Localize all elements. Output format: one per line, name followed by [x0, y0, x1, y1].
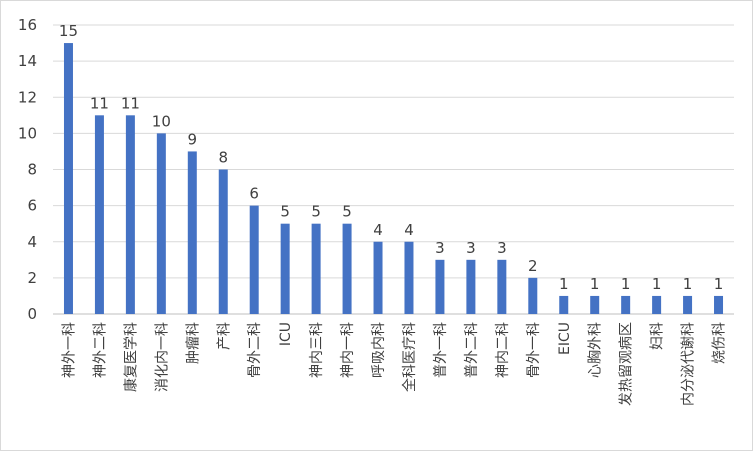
bar: [342, 223, 352, 314]
data-label: 3: [435, 239, 445, 257]
category-label: 普外二科: [464, 322, 480, 378]
bar: [404, 241, 414, 314]
data-label: 1: [714, 275, 724, 293]
data-label: 5: [342, 203, 352, 221]
data-label: 1: [683, 275, 693, 293]
bar: [156, 133, 166, 314]
data-label: 6: [249, 185, 259, 203]
bar: [249, 205, 259, 314]
y-tick-label: 0: [27, 305, 37, 323]
bar: [63, 43, 73, 314]
category-labels: 神外一科 神外二科 康复医学科 消化内一科 肿瘤科 产科 骨外二科 ICU 神内三科 神内一科 呼吸…: [61, 322, 727, 406]
bar: [621, 295, 631, 314]
bar: [373, 241, 383, 314]
category-label: 消化内一科: [154, 322, 170, 392]
category-label: 神内一科: [340, 322, 356, 378]
category-label: 全科医疗科: [401, 322, 418, 392]
y-axis-ticks: 0 2 4 6 8 10 12 14 16: [18, 16, 37, 323]
data-label: 9: [188, 130, 198, 148]
category-label: 烧伤科: [712, 322, 728, 364]
data-label: 11: [121, 94, 140, 112]
data-label: 3: [466, 239, 476, 257]
category-label: 骨外一科: [526, 322, 542, 378]
bar: [311, 223, 321, 314]
category-label: 呼吸内科: [371, 322, 387, 378]
data-label: 1: [621, 275, 631, 293]
category-label: 妇科: [649, 322, 666, 350]
category-label: 骨外二科: [247, 322, 263, 378]
bars: [63, 43, 724, 314]
bar: [559, 295, 569, 314]
data-label: 5: [280, 203, 290, 221]
data-label: 1: [559, 275, 569, 293]
bar: [683, 295, 693, 314]
data-label: 11: [90, 94, 109, 112]
category-label: 肿瘤科: [184, 322, 201, 364]
category-label: 产科: [216, 322, 232, 350]
bar: [590, 295, 600, 314]
category-label: 内分泌代谢科: [681, 322, 697, 406]
y-tick-label: 16: [18, 16, 37, 34]
category-label: 普外一科: [433, 322, 449, 378]
bar: [714, 295, 724, 314]
category-label: 神内二科: [495, 322, 511, 378]
bar: [187, 151, 197, 314]
y-tick-label: 14: [18, 52, 37, 70]
category-label: 发热留观病区: [619, 322, 635, 406]
data-label: 10: [152, 112, 171, 130]
category-label: 神外二科: [92, 322, 108, 378]
category-label: 神内三科: [309, 322, 325, 378]
data-label: 1: [652, 275, 662, 293]
bar: [125, 115, 135, 314]
data-label: 5: [311, 203, 321, 221]
data-label: 4: [373, 221, 383, 239]
bar: [466, 259, 476, 314]
category-label: 康复医学科: [122, 322, 139, 392]
bar: [497, 259, 507, 314]
bar: [652, 295, 662, 314]
y-tick-label: 4: [27, 233, 37, 251]
gridlines: [53, 24, 734, 315]
data-label: 8: [218, 149, 228, 167]
y-tick-label: 8: [27, 161, 37, 179]
y-tick-label: 10: [18, 124, 37, 142]
data-label: 1: [590, 275, 600, 293]
y-tick-label: 6: [27, 197, 37, 215]
data-label: 15: [59, 22, 78, 40]
bar: [218, 169, 228, 314]
y-tick-label: 12: [18, 88, 37, 106]
data-label: 2: [528, 257, 538, 275]
bar: [528, 277, 538, 314]
category-label: 心胸外科: [588, 322, 604, 378]
category-label: 神外一科: [61, 322, 77, 378]
data-label: 4: [404, 221, 414, 239]
category-label: ICU: [278, 322, 294, 346]
bar: [94, 115, 104, 314]
bar: [435, 259, 445, 314]
category-label: EICU: [557, 322, 573, 355]
bar: [280, 223, 290, 314]
data-label: 3: [497, 239, 507, 257]
y-tick-label: 2: [27, 269, 37, 287]
